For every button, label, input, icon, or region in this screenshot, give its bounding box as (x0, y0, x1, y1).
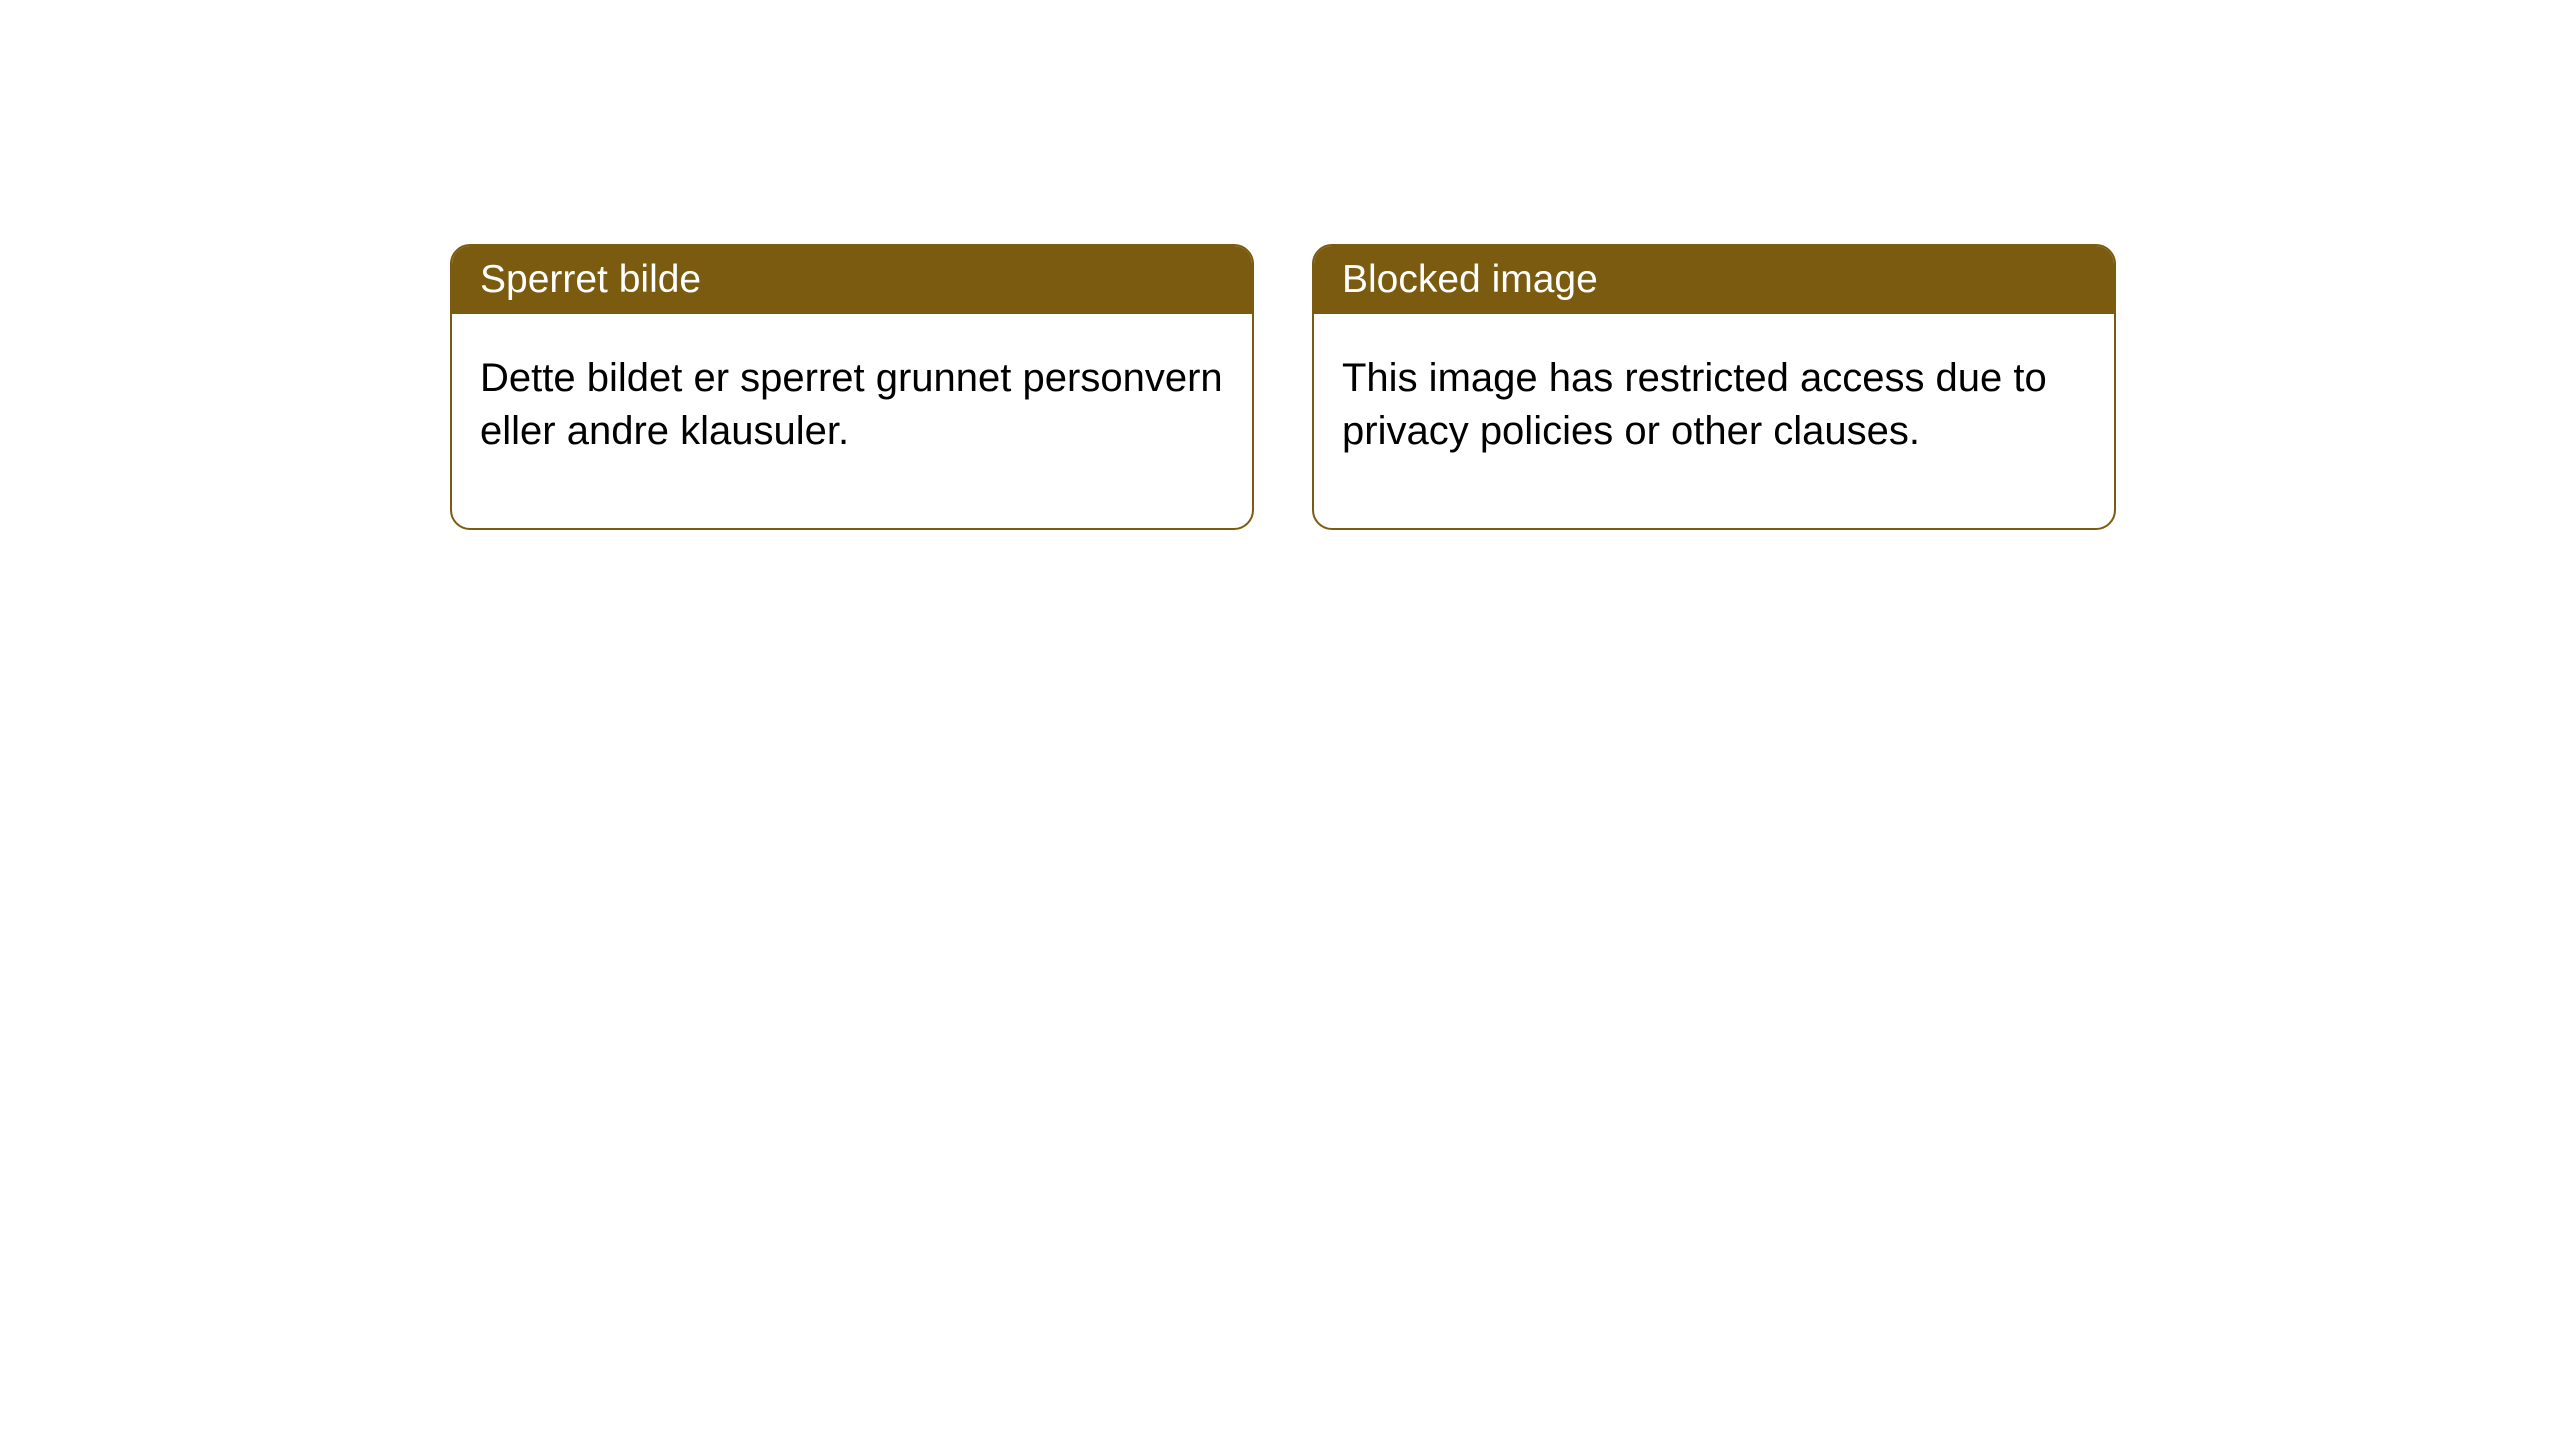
notice-header: Blocked image (1314, 246, 2114, 314)
notice-body: Dette bildet er sperret grunnet personve… (452, 314, 1252, 528)
notice-body: This image has restricted access due to … (1314, 314, 2114, 528)
notice-container: Sperret bilde Dette bildet er sperret gr… (0, 0, 2560, 530)
notice-box-english: Blocked image This image has restricted … (1312, 244, 2116, 530)
notice-box-norwegian: Sperret bilde Dette bildet er sperret gr… (450, 244, 1254, 530)
notice-header: Sperret bilde (452, 246, 1252, 314)
